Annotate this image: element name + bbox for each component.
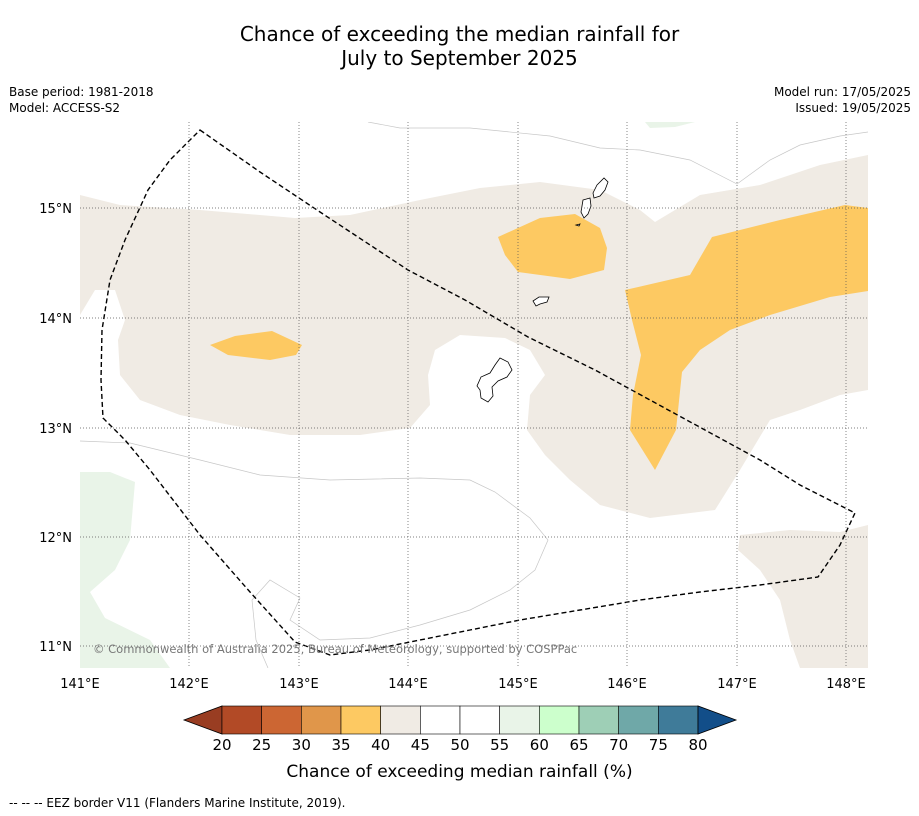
colorbar-tick-label: 50	[450, 736, 470, 754]
latitude-tick-label: 12°N	[39, 531, 72, 546]
colorbar-tick-label: 20	[212, 736, 232, 754]
colorbar-swatch	[539, 705, 580, 735]
colorbar-tick-label: 70	[609, 736, 629, 754]
base-period-text: Base period: 1981-2018	[9, 85, 154, 99]
contour-line-north	[367, 122, 868, 185]
colorbar-tick-label: 75	[648, 736, 668, 754]
colorbar-swatch	[658, 705, 699, 735]
longitude-tick-labels: 141°E 142°E 143°E 144°E 145°E 146°E 147°E 148°E	[60, 677, 866, 692]
colorbar-swatch	[221, 705, 262, 735]
colorbar-tick-label: 60	[529, 736, 549, 754]
colorbar-tick-label: 45	[410, 736, 430, 754]
latitude-tick-label: 15°N	[39, 202, 72, 217]
map-area	[80, 122, 868, 668]
meta-left: Base period: 1981-2018 Model: ACCESS-S2	[9, 84, 154, 116]
longitude-tick-label: 143°E	[279, 677, 319, 692]
region-40-45-main	[80, 155, 868, 518]
model-run-text: Model run: 17/05/2025	[773, 85, 911, 99]
copyright-text: © Commonwealth of Australia 2025, Bureau…	[93, 642, 577, 656]
tinian-island	[580, 197, 592, 219]
guam-island	[476, 357, 513, 403]
longitude-tick-label: 147°E	[717, 677, 757, 692]
colorbar-swatch	[261, 705, 302, 735]
colorbar	[182, 705, 738, 735]
region-55-60-west	[80, 472, 170, 668]
region-35-40-center	[498, 214, 607, 279]
colorbar-tick-label: 55	[490, 736, 510, 754]
rota-island	[532, 296, 550, 307]
colorbar-title: Chance of exceeding median rainfall (%)	[286, 762, 633, 782]
colorbar-swatch	[420, 705, 461, 735]
latitude-tick-label: 13°N	[39, 422, 72, 437]
issued-text: Issued: 19/05/2025	[795, 101, 911, 115]
longitude-tick-label: 141°E	[60, 677, 100, 692]
colorbar-swatch	[459, 705, 500, 735]
longitude-tick-label: 142°E	[169, 677, 209, 692]
colorbar-tick-label: 65	[569, 736, 589, 754]
colorbar-tick-label: 80	[688, 736, 708, 754]
title-line-2: July to September 2025	[341, 46, 578, 70]
latitude-tick-labels: 15°N 14°N 13°N 12°N 11°N	[39, 202, 72, 655]
region-55-60-north	[645, 122, 695, 128]
longitude-tick-label: 148°E	[826, 677, 866, 692]
contour-line-south	[80, 440, 549, 668]
longitude-tick-label: 145°E	[498, 677, 538, 692]
graticule	[80, 122, 868, 668]
colorbar-swatch	[578, 705, 619, 735]
colorbar-swatch	[499, 705, 540, 735]
saipan-island	[592, 177, 609, 199]
colorbar-swatch	[618, 705, 659, 735]
colorbar-tick-label: 35	[331, 736, 351, 754]
region-35-40-west	[210, 331, 302, 360]
colorbar-over-arrow	[697, 705, 738, 735]
colorbar-swatch	[380, 705, 421, 735]
meta-right: Model run: 17/05/2025 Issued: 19/05/2025	[774, 84, 911, 116]
colorbar-swatch	[301, 705, 342, 735]
colorbar-tick-label: 25	[252, 736, 272, 754]
eez-footnote: -- -- -- EEZ border V11 (Flanders Marine…	[9, 796, 346, 810]
title-line-1: Chance of exceeding the median rainfall …	[239, 22, 680, 46]
colorbar-tick-label: 30	[291, 736, 311, 754]
model-text: Model: ACCESS-S2	[9, 101, 121, 115]
region-35-40-east	[625, 205, 868, 470]
colorbar-under-arrow	[182, 705, 223, 735]
aguijan-island	[574, 223, 581, 227]
longitude-tick-label: 144°E	[388, 677, 428, 692]
colorbar-swatch	[340, 705, 381, 735]
latitude-tick-label: 11°N	[39, 640, 72, 655]
chart-title: Chance of exceeding the median rainfall …	[0, 22, 919, 70]
longitude-tick-label: 146°E	[607, 677, 647, 692]
latitude-tick-label: 14°N	[39, 312, 72, 327]
colorbar-tick-label: 40	[371, 736, 391, 754]
region-40-45-southeast	[738, 525, 868, 668]
eez-border	[100, 129, 856, 656]
